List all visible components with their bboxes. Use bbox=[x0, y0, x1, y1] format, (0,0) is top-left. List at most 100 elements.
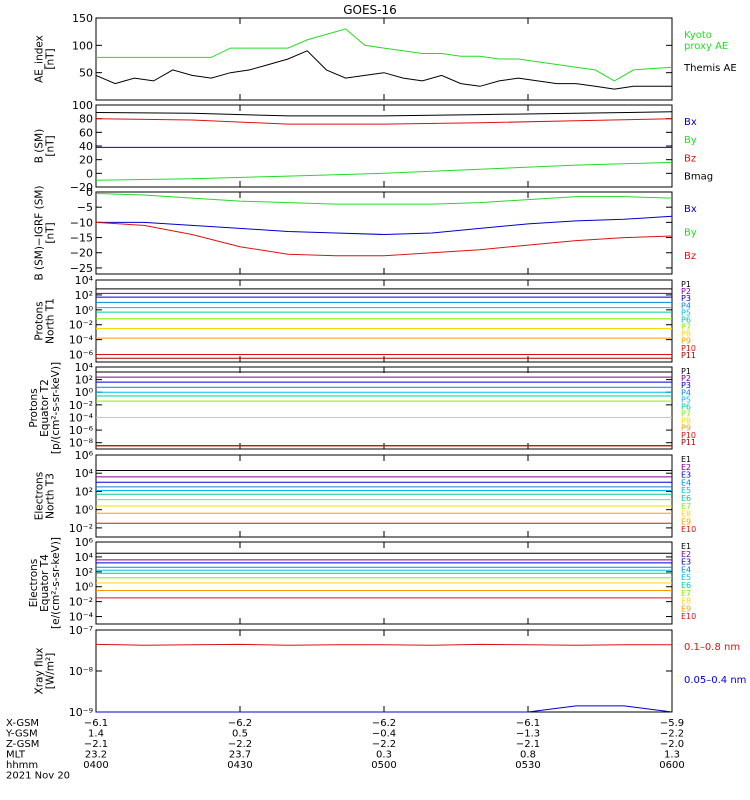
legend-label: P8 bbox=[681, 330, 691, 339]
legend-label: E4 bbox=[681, 565, 691, 574]
legend-label: E1 bbox=[681, 455, 691, 464]
y-axis-label: Electrons bbox=[28, 559, 40, 608]
legend-label: Bx bbox=[684, 117, 697, 128]
ephemeris-value: 0500 bbox=[371, 760, 396, 771]
legend-label: P11 bbox=[681, 351, 696, 360]
legend-label: E5 bbox=[681, 486, 691, 495]
ephemeris-value: −1.3 bbox=[516, 729, 540, 740]
panel-frame bbox=[95, 17, 673, 101]
panel-frame bbox=[95, 279, 673, 363]
legend-label: Bx bbox=[684, 204, 697, 215]
ephemeris-value: 0430 bbox=[227, 760, 252, 771]
y-axis-label: North T3 bbox=[45, 473, 57, 519]
y-axis-label: North T1 bbox=[45, 298, 57, 344]
ephemeris-value: 0.3 bbox=[376, 750, 392, 761]
ephemeris-value: −6.2 bbox=[372, 718, 396, 729]
y-axis-label: [nT] bbox=[45, 222, 57, 243]
legend-label: P5 bbox=[681, 308, 691, 317]
series-line-Bmag bbox=[95, 111, 673, 117]
legend-label: E10 bbox=[681, 525, 696, 534]
legend-label: E9 bbox=[681, 604, 691, 613]
ephemeris-value: −0.4 bbox=[372, 729, 396, 740]
plot-date: 2021 Nov 20 bbox=[6, 771, 70, 782]
y-tick-label: 10⁻⁶ bbox=[69, 424, 94, 437]
y-axis-label: [nT] bbox=[45, 135, 57, 156]
y-axis-label: Protons bbox=[28, 388, 40, 427]
legend-label: P10 bbox=[681, 431, 696, 440]
ephemeris-value: −6.2 bbox=[228, 718, 252, 729]
y-tick-label: 10² bbox=[75, 485, 93, 498]
ephemeris-row-label: Z-GSM bbox=[6, 739, 39, 750]
legend-label: P3 bbox=[681, 294, 691, 303]
y-tick-label: 10⁻⁶ bbox=[69, 349, 94, 362]
y-tick-label: 0 bbox=[86, 167, 93, 180]
ephemeris-value: −6.1 bbox=[84, 718, 108, 729]
y-tick-label: 10⁴ bbox=[75, 274, 94, 287]
y-axis-label: [e/(cm²-s-sr-keV)] bbox=[50, 537, 62, 629]
ephemeris-value: 0.8 bbox=[520, 750, 536, 761]
ephemeris-value: −2.2 bbox=[372, 739, 396, 750]
legend-label: P4 bbox=[681, 301, 691, 310]
ephemeris-value: −2.0 bbox=[660, 739, 684, 750]
y-axis-label: Equator T2 bbox=[39, 379, 51, 437]
legend-label: P1 bbox=[681, 280, 691, 289]
legend-label: P7 bbox=[681, 323, 691, 332]
legend-label: Bz bbox=[684, 153, 696, 164]
ephemeris-value: 0600 bbox=[659, 760, 684, 771]
y-tick-label: 100 bbox=[72, 39, 93, 52]
legend-label: E8 bbox=[681, 510, 691, 519]
legend-label: E6 bbox=[681, 494, 691, 503]
legend-label: By bbox=[684, 227, 697, 238]
legend-label: P10 bbox=[681, 344, 696, 353]
y-axis-label: B (SM) bbox=[34, 129, 46, 163]
panel-4: 10⁻⁶ 10⁻⁴ 10⁻² 10⁰ 10² 10⁴ Protons North T1 P1P2… bbox=[34, 274, 696, 363]
ephemeris-value: 23.7 bbox=[229, 750, 251, 761]
y-tick-label: 10⁻⁷ bbox=[69, 624, 93, 637]
y-tick-label: 0 bbox=[86, 186, 93, 199]
y-tick-label: 10⁻² bbox=[69, 399, 93, 412]
chart-title: GOES-16 bbox=[343, 3, 397, 17]
y-tick-label: −15 bbox=[70, 232, 93, 245]
legend-label: P3 bbox=[681, 381, 691, 390]
legend-label: P7 bbox=[681, 410, 691, 419]
series-line-By bbox=[95, 193, 673, 205]
legend-label: Bz bbox=[684, 251, 696, 262]
panel-frame bbox=[95, 104, 673, 188]
y-axis-label: Equator T4 bbox=[39, 554, 51, 612]
y-axis-label: [W/m²] bbox=[45, 653, 57, 690]
legend-label: P11 bbox=[681, 438, 696, 447]
y-axis-label: [nT] bbox=[45, 48, 57, 69]
ephemeris-row-label: hhmm bbox=[6, 760, 38, 771]
y-tick-label: 10⁴ bbox=[75, 361, 94, 374]
series-line-Themis-AE bbox=[95, 50, 672, 90]
legend-label: E7 bbox=[681, 502, 691, 511]
ephemeris-value: 0.5 bbox=[232, 729, 248, 740]
y-axis-label: AE_index bbox=[34, 35, 46, 83]
ephemeris-row-label: X-GSM bbox=[6, 718, 39, 729]
legend-label: E2 bbox=[681, 463, 691, 472]
ephemeris-value: −2.2 bbox=[660, 729, 684, 740]
series-line-Kyoto-proxy-AE bbox=[96, 28, 673, 82]
y-tick-label: 10² bbox=[75, 289, 93, 302]
ephemeris-row-label: MLT bbox=[6, 750, 26, 761]
ephemeris-row-label: Y-GSM bbox=[5, 729, 38, 740]
y-tick-label: 10⁻⁴ bbox=[69, 334, 94, 347]
panel-frame bbox=[95, 629, 673, 713]
legend-label: E2 bbox=[681, 550, 691, 559]
ephemeris-value: −6.1 bbox=[516, 718, 540, 729]
legend-label: E8 bbox=[681, 597, 691, 606]
legend-label: P8 bbox=[681, 417, 691, 426]
panel-3: −25 −20 −15 −10 −5 0 B (SM)−IGRF (SM) [nT] Bx By B… bbox=[34, 185, 697, 280]
y-tick-label: 20 bbox=[79, 154, 93, 167]
legend-label: E4 bbox=[681, 478, 691, 487]
legend-label: P2 bbox=[681, 374, 691, 383]
y-tick-label: 10⁶ bbox=[75, 536, 94, 549]
ephemeris-value: 0530 bbox=[515, 760, 540, 771]
legend-label: E3 bbox=[681, 471, 691, 480]
y-tick-label: 10⁻² bbox=[69, 319, 93, 332]
y-tick-label: 10⁴ bbox=[75, 551, 94, 564]
y-tick-label: −10 bbox=[70, 216, 93, 229]
